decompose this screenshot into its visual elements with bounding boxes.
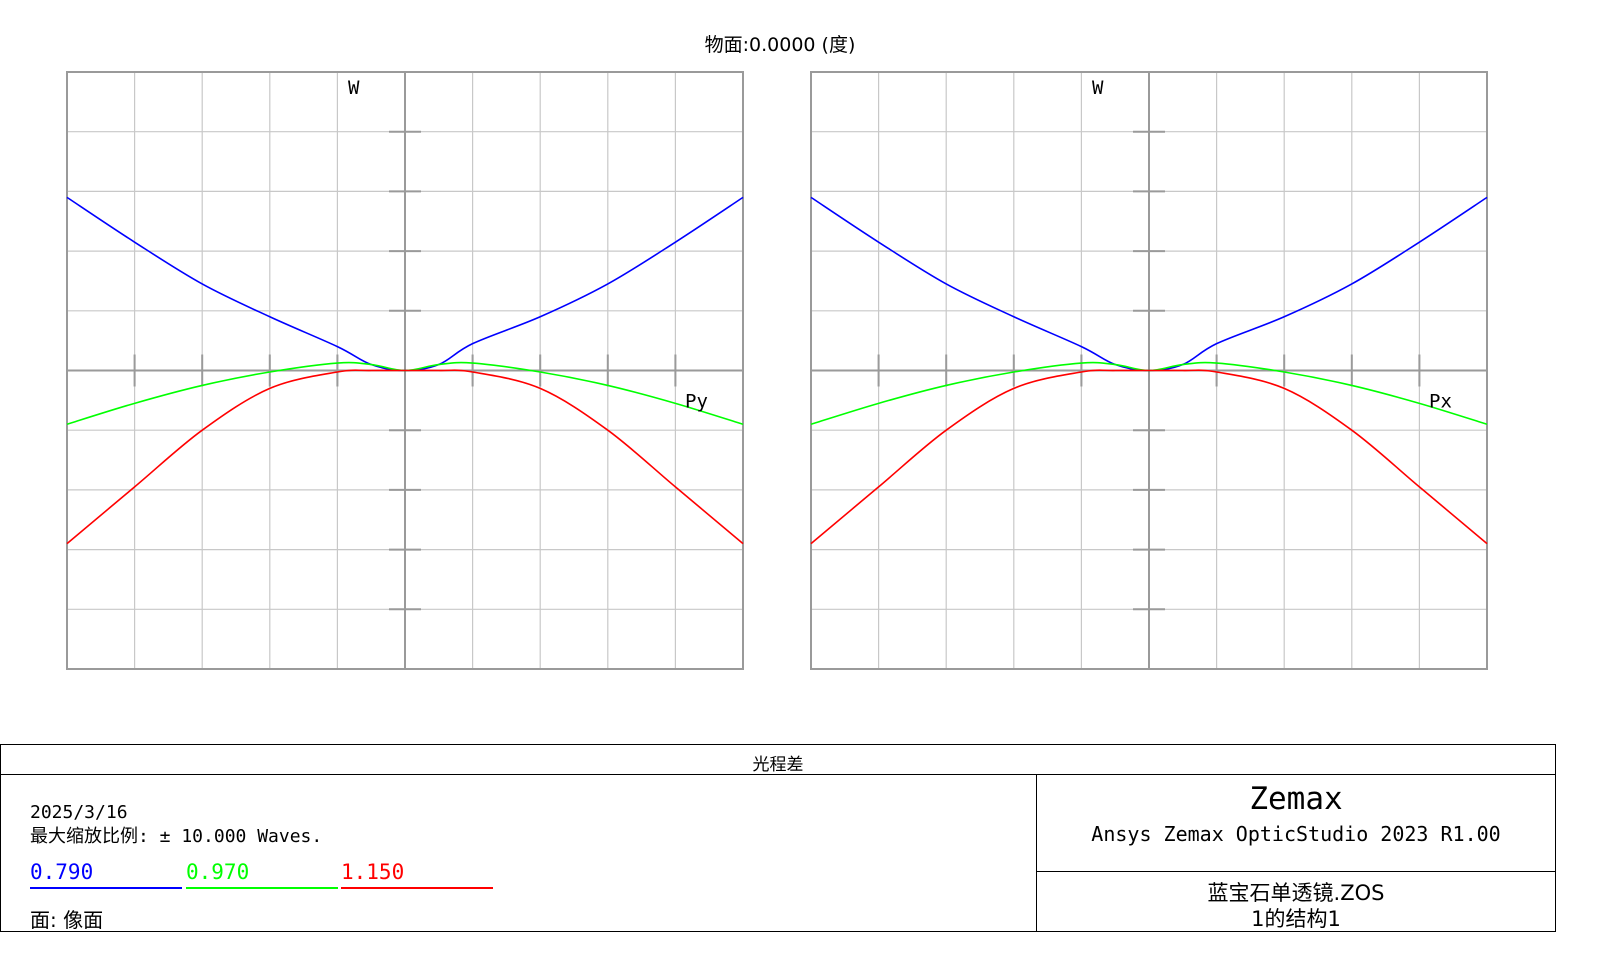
- legend-label-red: 1.150: [341, 860, 405, 884]
- footer-date: 2025/3/16: [30, 802, 128, 823]
- footer-heading: 光程差: [752, 755, 804, 775]
- footer-surface-label: 面: 像面: [30, 908, 104, 932]
- footer-right-divider: [1036, 871, 1556, 872]
- series-line-1.150: [66, 369, 744, 545]
- footer-config: 1的结构1: [1251, 907, 1341, 931]
- x-axis-label: Py: [685, 391, 708, 413]
- chart-title: 物面:0.0000 (度): [704, 34, 856, 56]
- series-line-1.150: [810, 369, 1488, 545]
- footer-file-name: 蓝宝石单透镜.ZOS: [1207, 881, 1385, 905]
- legend-line-red: [341, 887, 493, 889]
- legend-line-blue: [30, 887, 182, 889]
- footer-brand: Zemax: [1249, 781, 1343, 817]
- y-axis-label: W: [1092, 77, 1104, 99]
- plots-canvas: W Py W Px: [66, 71, 1488, 670]
- footer-scale-label: 最大缩放比例: ± 10.000 Waves.: [30, 826, 323, 847]
- footer-heading-divider: [0, 774, 1556, 775]
- footer-vertical-divider: [1036, 774, 1037, 932]
- x-axis-label: Px: [1429, 391, 1452, 413]
- footer-product: Ansys Zemax OpticStudio 2023 R1.00: [1091, 822, 1501, 846]
- legend-label-green: 0.970: [186, 860, 250, 884]
- y-axis-label: W: [348, 77, 360, 99]
- footer-table: [0, 744, 1556, 932]
- legend-label-blue: 0.790: [30, 860, 94, 884]
- legend-line-green: [186, 887, 338, 889]
